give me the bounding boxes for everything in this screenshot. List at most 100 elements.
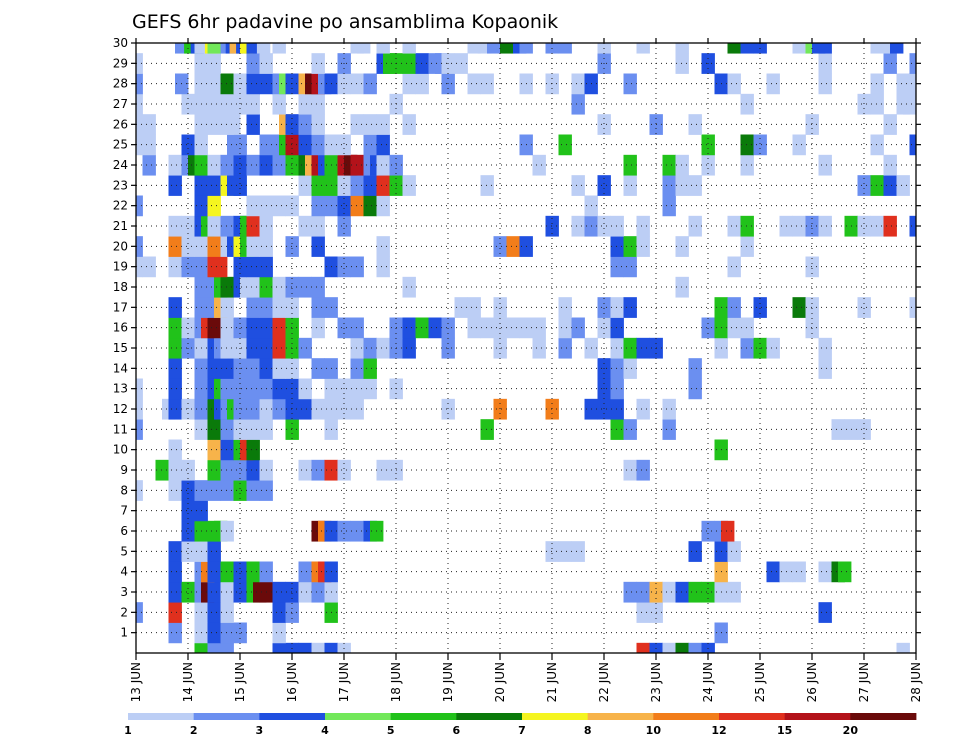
colorbar-swatch [587, 713, 654, 720]
heatmap-cell [909, 297, 916, 318]
heatmap-cell [467, 317, 481, 339]
x-tick-label: 25 JUN [753, 662, 767, 702]
heatmap-cell [285, 276, 299, 298]
heatmap-cell [337, 398, 351, 420]
heatmap-cell [311, 358, 325, 379]
heatmap-cell [181, 581, 195, 603]
heatmap-cell [363, 175, 377, 196]
heatmap-cell [220, 297, 234, 318]
heatmap-cell [207, 459, 221, 481]
heatmap-cell [493, 297, 507, 318]
heatmap-cell [207, 642, 221, 653]
y-tick-label: 30 [113, 36, 128, 50]
heatmap-cell [818, 561, 832, 583]
y-tick-label: 19 [113, 260, 128, 274]
heatmap-cell [545, 541, 559, 562]
heatmap-cell [909, 215, 916, 237]
heatmap-cell [883, 114, 897, 135]
heatmap-cell [272, 581, 286, 603]
heatmap-cell [675, 175, 689, 196]
heatmap-cell [675, 581, 689, 603]
x-tick-label: 20 JUN [493, 662, 507, 702]
heatmap-cell [597, 317, 611, 339]
heatmap-cell [740, 154, 754, 176]
y-tick-label: 9 [120, 463, 128, 477]
heatmap-cell [857, 419, 871, 440]
y-tick-label: 11 [113, 422, 128, 436]
heatmap-cell [727, 215, 741, 237]
heatmap-cell [467, 73, 481, 95]
y-tick-label: 13 [113, 382, 128, 396]
heatmap-cell [838, 561, 852, 583]
heatmap-cell [558, 317, 572, 339]
heatmap-cell [376, 114, 390, 135]
heatmap-cell [376, 459, 390, 481]
x-tick-label: 28 JUN [909, 662, 923, 702]
heatmap-cell [909, 53, 916, 74]
heatmap-cell [311, 53, 325, 74]
heatmap-cell [363, 114, 377, 135]
heatmap-cell [256, 43, 271, 54]
heatmap-cell [220, 520, 234, 542]
y-tick-label: 20 [113, 239, 128, 253]
heatmap-cell [350, 195, 364, 217]
y-tick-label: 6 [120, 524, 128, 538]
heatmap-cell [220, 215, 234, 237]
heatmap-cell [233, 134, 247, 156]
colorbar-label: 20 [843, 724, 859, 737]
heatmap-cell [220, 642, 234, 653]
heatmap-cell [175, 43, 189, 54]
heatmap-cell [311, 114, 325, 135]
heatmap-cell [662, 195, 676, 217]
heatmap-cell [890, 43, 904, 54]
heatmap-cell [272, 602, 286, 623]
heatmap-cell [168, 154, 182, 176]
heatmap-cell [220, 622, 234, 644]
heatmap-cell [220, 561, 234, 583]
heatmap-cell [740, 43, 754, 54]
heatmap-cell [168, 378, 182, 400]
heatmap-cell [136, 480, 143, 501]
heatmap-cell [214, 256, 228, 278]
heatmap-cell [168, 561, 182, 583]
heatmap-cell [623, 73, 637, 95]
heatmap-cell [623, 581, 637, 603]
heatmap-cell [136, 134, 143, 156]
heatmap-cell [402, 337, 416, 359]
heatmap-cell [337, 134, 351, 156]
y-tick-label: 16 [113, 321, 128, 335]
heatmap-cell [311, 297, 325, 318]
x-tick-label: 23 JUN [649, 662, 663, 702]
heatmap-cell [207, 358, 221, 379]
y-tick-label: 12 [113, 402, 128, 416]
heatmap-cell [883, 53, 897, 74]
heatmap-cell [272, 154, 286, 176]
heatmap-cell [350, 175, 364, 196]
heatmap-cell [220, 154, 234, 176]
heatmap-cell [207, 541, 221, 562]
colorbar-swatch [390, 713, 457, 720]
colorbar-label: 6 [453, 724, 461, 737]
y-tick-label: 10 [113, 443, 128, 457]
heatmap-cell [662, 419, 676, 440]
heatmap-cell [792, 561, 806, 583]
heatmap-cell [136, 114, 143, 135]
heatmap-cell [610, 358, 624, 379]
heatmap-cell [402, 53, 416, 74]
heatmap-cell [246, 256, 260, 278]
heatmap-cell [558, 297, 572, 318]
heatmap-cell [207, 419, 221, 440]
heatmap-cell [311, 195, 325, 217]
heatmap-cell [571, 93, 585, 115]
heatmap-cell [311, 134, 325, 156]
heatmap-cell [285, 642, 299, 653]
heatmap-cell [350, 114, 364, 135]
heatmap-cell [487, 43, 501, 54]
heatmap-cell [272, 398, 286, 420]
heatmap-cell [883, 215, 897, 237]
heatmap-cell [337, 215, 351, 237]
colorbar-swatch [128, 713, 195, 720]
heatmap-cell [623, 154, 637, 176]
heatmap-cell [792, 134, 806, 156]
heatmap-cell [168, 480, 182, 501]
